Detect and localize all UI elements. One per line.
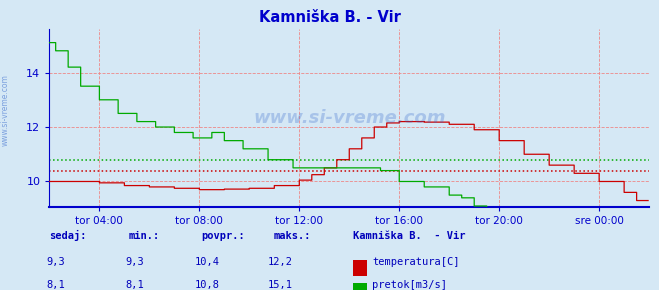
Text: 9,3: 9,3	[126, 257, 144, 267]
Text: pretok[m3/s]: pretok[m3/s]	[372, 280, 447, 289]
Text: 10,8: 10,8	[195, 280, 220, 289]
Text: min.:: min.:	[129, 231, 159, 241]
Text: povpr.:: povpr.:	[201, 231, 244, 241]
Text: 12,2: 12,2	[268, 257, 293, 267]
Text: www.si-vreme.com: www.si-vreme.com	[253, 109, 445, 127]
Text: Kamniška B.  - Vir: Kamniška B. - Vir	[353, 231, 465, 241]
Text: 8,1: 8,1	[126, 280, 144, 289]
Text: Kamniška B. - Vir: Kamniška B. - Vir	[258, 10, 401, 25]
Text: 9,3: 9,3	[47, 257, 65, 267]
Text: www.si-vreme.com: www.si-vreme.com	[1, 74, 10, 146]
Text: 15,1: 15,1	[268, 280, 293, 289]
Text: maks.:: maks.:	[273, 231, 311, 241]
Text: temperatura[C]: temperatura[C]	[372, 257, 460, 267]
Text: sedaj:: sedaj:	[49, 230, 87, 241]
Text: 8,1: 8,1	[47, 280, 65, 289]
Text: 10,4: 10,4	[195, 257, 220, 267]
